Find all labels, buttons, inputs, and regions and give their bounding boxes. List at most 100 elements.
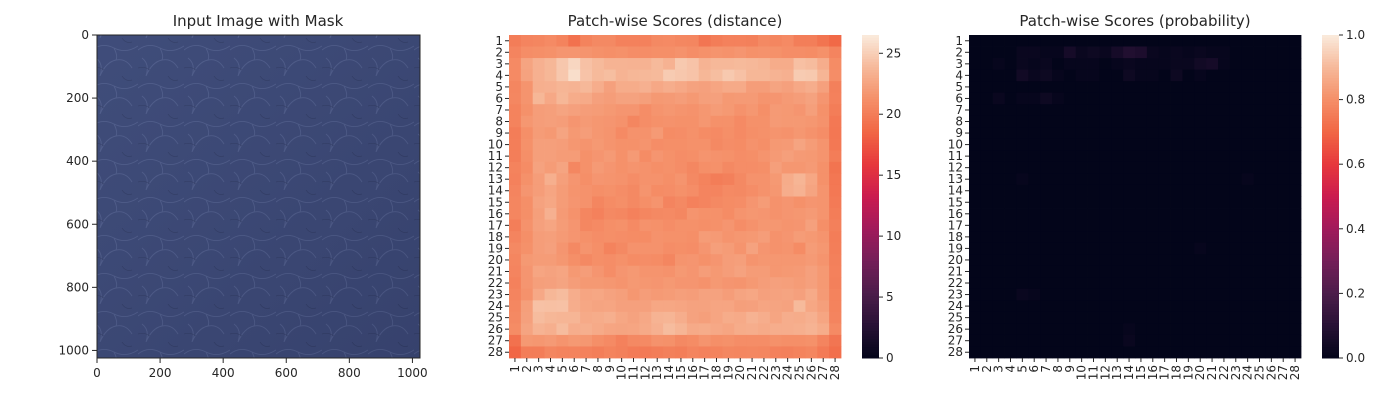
heatmap-cell bbox=[1206, 311, 1219, 324]
colorbar-segment bbox=[1322, 290, 1339, 294]
heatmap-cell bbox=[722, 277, 735, 290]
heatmap-cell bbox=[686, 231, 700, 244]
heatmap-cell bbox=[781, 46, 794, 59]
heatmap-cell bbox=[980, 323, 994, 336]
heatmap-cell bbox=[1146, 208, 1160, 220]
heatmap-cell bbox=[1052, 184, 1065, 197]
row-tick-label: 23 bbox=[488, 288, 503, 302]
heatmap-cell bbox=[663, 254, 676, 267]
heatmap-cell bbox=[651, 115, 664, 128]
heatmap-cell bbox=[969, 346, 982, 359]
heatmap-cell bbox=[1289, 277, 1302, 290]
heatmap-cell bbox=[1158, 288, 1171, 301]
heatmap-cell bbox=[781, 69, 794, 82]
heatmap-cell bbox=[758, 323, 771, 336]
heatmap-cell bbox=[829, 104, 842, 117]
heatmap-cell bbox=[651, 92, 664, 105]
colorbar-segment bbox=[862, 35, 879, 39]
heatmap-cell bbox=[1075, 150, 1088, 163]
heatmap-cell bbox=[509, 173, 522, 186]
heatmap-cell bbox=[1063, 323, 1077, 336]
heatmap-cell bbox=[805, 334, 818, 347]
colorbar-segment bbox=[862, 209, 879, 214]
heatmap-cell bbox=[556, 138, 569, 151]
heatmap-cell bbox=[580, 46, 593, 59]
heatmap-cell bbox=[556, 173, 569, 186]
heatmap-cell bbox=[651, 196, 664, 209]
heatmap-cell bbox=[1194, 231, 1207, 244]
heatmap-cell bbox=[769, 323, 783, 336]
heatmap-cell bbox=[663, 138, 676, 151]
heatmap-cell bbox=[1028, 254, 1041, 267]
colorbar-segment bbox=[1322, 266, 1339, 270]
colorbar-segment bbox=[1322, 107, 1339, 111]
heatmap-cell bbox=[675, 58, 688, 71]
heatmap-cell bbox=[805, 92, 818, 105]
colorbar-segment bbox=[1322, 341, 1339, 346]
heatmap-cell bbox=[1170, 288, 1183, 301]
heatmap-cell bbox=[639, 46, 652, 59]
heatmap-cell bbox=[1206, 196, 1219, 209]
heatmap-cell bbox=[1182, 346, 1195, 359]
heatmap-cell bbox=[592, 219, 605, 232]
heatmap-cell bbox=[698, 311, 711, 324]
heatmap-cell bbox=[829, 115, 842, 128]
heatmap-cell bbox=[1289, 184, 1302, 197]
heatmap-cell bbox=[746, 311, 759, 324]
heatmap-cell bbox=[969, 81, 982, 94]
heatmap-cell bbox=[805, 58, 818, 71]
heatmap-cell bbox=[1063, 69, 1077, 82]
heatmap-cell bbox=[769, 127, 783, 140]
heatmap-cell bbox=[1182, 127, 1195, 140]
heatmap-cell bbox=[1146, 92, 1160, 105]
heatmap-cell bbox=[746, 81, 759, 94]
heatmap-cell bbox=[1253, 231, 1266, 244]
heatmap-cell bbox=[1052, 69, 1065, 82]
heatmap-cell bbox=[1277, 150, 1290, 163]
heatmap-cell bbox=[556, 311, 569, 324]
heatmap-cell bbox=[758, 277, 771, 290]
heatmap-cell bbox=[580, 92, 593, 105]
heatmap-cell bbox=[615, 81, 628, 94]
heatmap-cell bbox=[734, 127, 747, 140]
heatmap-cell bbox=[969, 46, 982, 59]
heatmap-cell bbox=[1194, 115, 1207, 128]
colorbar-segment bbox=[1322, 45, 1339, 49]
heatmap-cell bbox=[1253, 242, 1266, 255]
heatmap-cell bbox=[710, 92, 723, 105]
heatmap-cell bbox=[603, 265, 617, 278]
heatmap-cell bbox=[627, 254, 640, 267]
heatmap-cell bbox=[1052, 208, 1065, 220]
colorbar-segment bbox=[862, 51, 879, 55]
input-image-panel: Input Image with Mask 020040060080010000… bbox=[58, 12, 427, 380]
heatmap-cell bbox=[544, 46, 557, 59]
heatmap-cell bbox=[710, 184, 723, 197]
heatmap-cell bbox=[992, 196, 1005, 209]
heatmap-cell bbox=[1194, 161, 1207, 174]
heatmap-cell bbox=[520, 69, 534, 82]
heatmap-cell bbox=[1229, 46, 1243, 59]
heatmap-cell bbox=[544, 277, 557, 290]
heatmap-cell bbox=[651, 277, 664, 290]
heatmap-cell bbox=[603, 46, 617, 59]
col-tick-label: 27 bbox=[816, 365, 830, 380]
heatmap-cell bbox=[734, 323, 747, 336]
colorbar-segment bbox=[1322, 207, 1339, 211]
heatmap-cell bbox=[1146, 138, 1160, 151]
heatmap-cell bbox=[1241, 46, 1254, 59]
heatmap-cell bbox=[556, 127, 569, 140]
heatmap-cell bbox=[1241, 288, 1254, 301]
heatmap-cell bbox=[1135, 150, 1148, 163]
heatmap-cell bbox=[520, 81, 534, 94]
colorbar-segment bbox=[1322, 142, 1339, 146]
heatmap-cell bbox=[627, 288, 640, 301]
heatmap-cell bbox=[1158, 323, 1171, 336]
row-tick-label: 5 bbox=[955, 80, 963, 94]
heatmap-cell bbox=[805, 46, 818, 59]
heatmap-cell bbox=[1277, 311, 1290, 324]
heatmap-cell bbox=[1206, 265, 1219, 278]
heatmap-cell bbox=[1099, 242, 1112, 255]
heatmap-cell bbox=[603, 196, 617, 209]
heatmap-cell bbox=[1229, 58, 1243, 71]
row-tick-label: 4 bbox=[955, 68, 963, 82]
